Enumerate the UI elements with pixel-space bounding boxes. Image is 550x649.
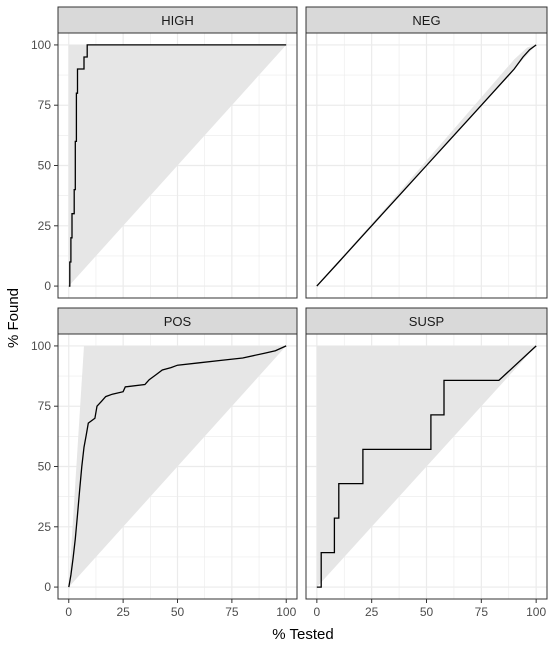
- y-tick-label: 50: [38, 159, 52, 173]
- shaded-region: [68, 44, 287, 287]
- series-line-high: [68, 44, 287, 287]
- y-axis-title: % Found: [5, 288, 22, 348]
- x-tick-label: 100: [526, 605, 546, 619]
- facet-panel-neg: NEG: [305, 6, 548, 299]
- y-tick-label: 25: [38, 219, 52, 233]
- facet-panel-pos: POS 0 25 50 75 100 0 25 50 75 100: [31, 307, 298, 619]
- facet-strip-label: SUSP: [409, 314, 444, 329]
- y-tick-label: 100: [31, 38, 51, 52]
- facet-strip: [57, 307, 298, 335]
- x-tick-label: 25: [116, 605, 130, 619]
- x-tick-label: 100: [276, 605, 296, 619]
- facet-strip: [57, 6, 298, 34]
- facet-strip-label: POS: [164, 314, 192, 329]
- facet-strip-label: NEG: [412, 13, 440, 28]
- x-tick-label: 50: [171, 605, 185, 619]
- y-tick-label: 75: [38, 399, 52, 413]
- facet-panel-high: HIGH 0 25 50 75 100: [31, 6, 298, 299]
- x-axis-title: % Tested: [272, 626, 333, 643]
- y-tick-label: 75: [38, 98, 52, 112]
- y-tick-label: 50: [38, 460, 52, 474]
- facet-strip-label: HIGH: [161, 13, 194, 28]
- x-tick-label: 0: [65, 605, 72, 619]
- panel-border: [305, 32, 548, 299]
- y-tick-label: 0: [44, 580, 51, 594]
- y-tick-label: 0: [44, 279, 51, 293]
- x-tick-label: 75: [475, 605, 489, 619]
- x-tick-label: 50: [420, 605, 434, 619]
- series-line-pos: [68, 345, 287, 588]
- facet-panel-susp: SUSP 0 25 50 75 100: [305, 307, 548, 619]
- y-tick-label: 25: [38, 520, 52, 534]
- series-line-neg: [316, 44, 537, 287]
- facet-strip: [305, 6, 548, 34]
- shaded-region: [316, 345, 537, 588]
- x-tick-label: 25: [365, 605, 379, 619]
- y-tick-label: 100: [31, 339, 51, 353]
- x-tick-label: 75: [225, 605, 239, 619]
- facet-strip: [305, 307, 548, 335]
- x-tick-label: 0: [314, 605, 321, 619]
- shaded-region: [68, 345, 287, 588]
- series-line-susp: [316, 345, 537, 588]
